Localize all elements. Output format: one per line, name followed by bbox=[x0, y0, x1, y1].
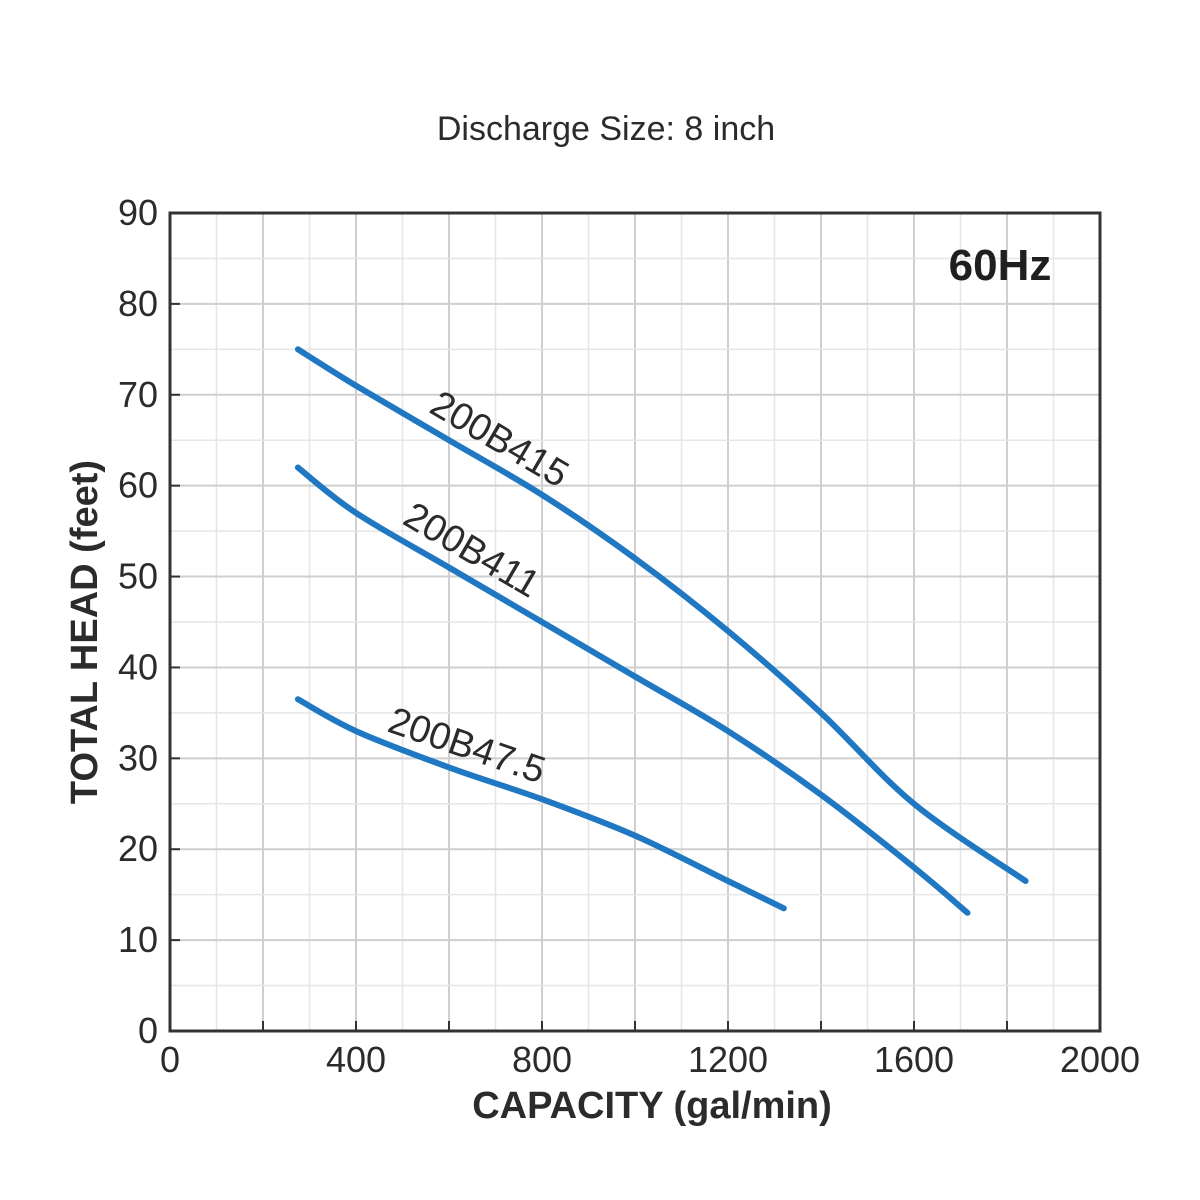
frequency-annotation: 60Hz bbox=[949, 241, 1052, 290]
x-tick-label: 400 bbox=[326, 1039, 386, 1080]
y-tick-label: 70 bbox=[118, 374, 158, 415]
y-tick-label: 40 bbox=[118, 646, 158, 687]
y-axis-title: TOTAL HEAD (feet) bbox=[64, 460, 106, 804]
axes: 0 400 800 1200 1600 2000 0 10 20 30 40 50 60 70 80 90 bbox=[118, 192, 1140, 1080]
grid bbox=[170, 213, 1100, 1031]
y-tick-label: 90 bbox=[118, 192, 158, 233]
y-tick-label: 0 bbox=[138, 1010, 158, 1051]
series-line-200b415 bbox=[294, 346, 1029, 884]
x-axis-title: CAPACITY (gal/min) bbox=[472, 1085, 832, 1127]
series-line-200b47-5 bbox=[294, 696, 787, 912]
series-line-200b411 bbox=[294, 464, 971, 916]
y-tick-label: 30 bbox=[118, 737, 158, 778]
y-tick-label: 60 bbox=[118, 465, 158, 506]
y-tick-label: 20 bbox=[118, 828, 158, 869]
chart-title: Discharge Size: 8 inch bbox=[437, 110, 775, 148]
y-tick-label: 80 bbox=[118, 283, 158, 324]
x-tick-label: 0 bbox=[160, 1039, 180, 1080]
x-tick-label: 2000 bbox=[1060, 1039, 1140, 1080]
x-tick-label: 1200 bbox=[688, 1039, 768, 1080]
y-tick-label: 50 bbox=[118, 556, 158, 597]
y-tick-label: 10 bbox=[118, 919, 158, 960]
x-tick-label: 1600 bbox=[874, 1039, 954, 1080]
x-tick-label: 800 bbox=[512, 1039, 572, 1080]
series-label-200b47-5: 200B47.5 bbox=[383, 700, 551, 792]
